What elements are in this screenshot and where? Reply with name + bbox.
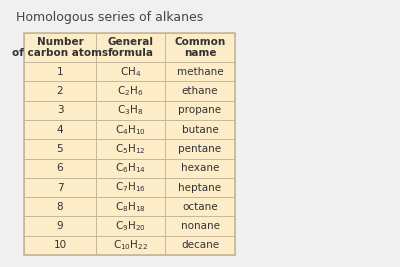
Text: 1: 1 [57,67,63,77]
Bar [24,139,96,159]
Text: 8: 8 [57,202,63,212]
Bar [96,197,165,217]
Text: ethane: ethane [182,86,218,96]
Bar [96,62,165,81]
Text: pentane: pentane [178,144,222,154]
Bar [165,236,235,255]
Text: 4: 4 [57,125,63,135]
Bar [96,159,165,178]
Bar [24,197,96,217]
Bar [165,197,235,217]
Text: C$_2$H$_6$: C$_2$H$_6$ [118,84,144,98]
Text: C$_7$H$_{16}$: C$_7$H$_{16}$ [115,181,146,194]
Text: heptane: heptane [178,183,222,193]
Text: 6: 6 [57,163,63,173]
Text: C$_5$H$_{12}$: C$_5$H$_{12}$ [115,142,146,156]
Bar [165,120,235,139]
Text: hexane: hexane [181,163,219,173]
Bar [24,62,96,81]
Bar [165,159,235,178]
Text: 9: 9 [57,221,63,231]
Text: Common
name: Common name [174,37,226,58]
Bar [96,217,165,236]
Text: 7: 7 [57,183,63,193]
Text: C$_{10}$H$_{22}$: C$_{10}$H$_{22}$ [113,238,148,252]
Bar [96,236,165,255]
Text: butane: butane [182,125,218,135]
Text: C$_8$H$_{18}$: C$_8$H$_{18}$ [115,200,146,214]
Text: C$_3$H$_8$: C$_3$H$_8$ [118,104,144,117]
Bar [165,33,235,62]
Text: CH$_4$: CH$_4$ [120,65,141,79]
Text: octane: octane [182,202,218,212]
Bar [24,81,96,101]
Bar [24,236,96,255]
Text: 3: 3 [57,105,63,115]
Bar [24,120,96,139]
Bar [165,139,235,159]
Text: 2: 2 [57,86,63,96]
Bar [165,101,235,120]
Bar [165,217,235,236]
Bar [96,33,165,62]
Text: nonane: nonane [180,221,220,231]
Text: C$_9$H$_{20}$: C$_9$H$_{20}$ [115,219,146,233]
Bar [24,178,96,197]
Text: C$_6$H$_{14}$: C$_6$H$_{14}$ [115,161,146,175]
Bar [96,139,165,159]
Bar [24,33,96,62]
Bar [96,81,165,101]
Bar [24,217,96,236]
Bar [24,159,96,178]
Text: 10: 10 [54,240,66,250]
Text: 5: 5 [57,144,63,154]
Bar [24,33,235,255]
Bar [165,178,235,197]
Bar [165,62,235,81]
Text: Number
of carbon atoms: Number of carbon atoms [12,37,108,58]
Text: propane: propane [178,105,222,115]
Bar [96,101,165,120]
Text: Homologous series of alkanes: Homologous series of alkanes [16,11,203,24]
Bar [96,178,165,197]
Bar [96,120,165,139]
Text: General
formula: General formula [108,37,154,58]
Text: C$_4$H$_{10}$: C$_4$H$_{10}$ [115,123,146,136]
Bar [24,101,96,120]
Text: decane: decane [181,240,219,250]
Bar [165,81,235,101]
Text: methane: methane [177,67,223,77]
